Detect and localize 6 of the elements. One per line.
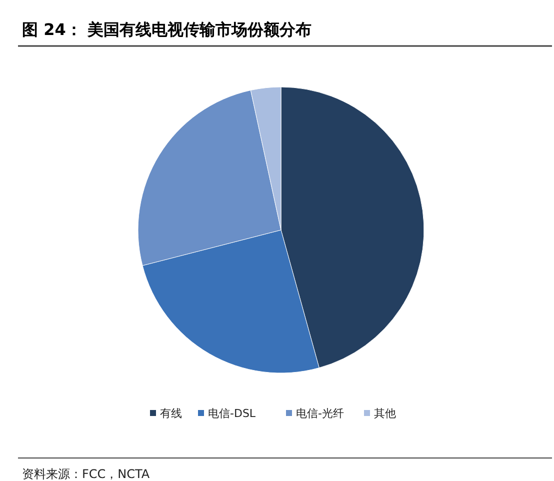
text: 资料来源：FCC，NCTA (22, 467, 150, 481)
legend-label: 其他 (374, 407, 396, 420)
legend-label: 电信-DSL (208, 407, 256, 420)
legend-label: 有线 (160, 407, 182, 420)
legend-label: 电信-光纤 (296, 407, 344, 420)
chart-title: 图 24： 美国有线电视传输市场份额分布 (22, 20, 312, 39)
